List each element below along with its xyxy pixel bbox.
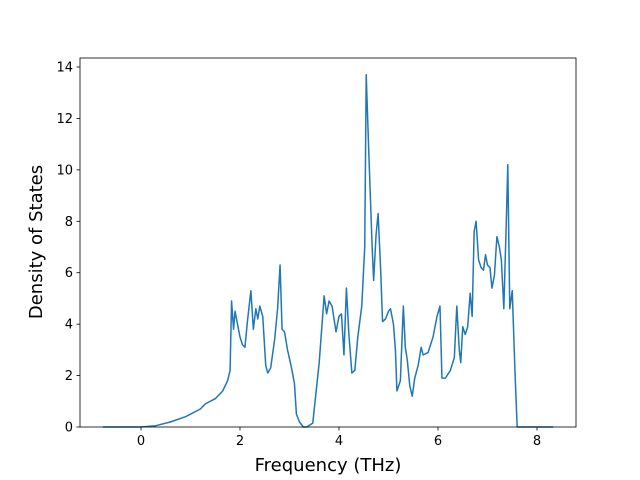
y-tick-label: 2 (65, 369, 73, 384)
plot-frame (79, 57, 577, 428)
y-tick-label: 12 (56, 112, 73, 127)
y-tick-label: 14 (56, 61, 73, 76)
x-tick-label: 2 (236, 434, 244, 449)
x-tick-label: 0 (137, 434, 145, 449)
dos-line (102, 73, 554, 428)
y-tick-label: 4 (65, 318, 73, 333)
x-tick-label: 4 (335, 434, 343, 449)
y-tick-label: 10 (56, 163, 73, 178)
y-tick-label: 8 (65, 215, 73, 230)
y-tick-label: 6 (65, 266, 73, 281)
y-tick-label: 0 (65, 421, 73, 436)
x-tick-label: 6 (434, 434, 442, 449)
x-axis-label: Frequency (THz) (255, 455, 402, 476)
y-axis-label: Density of States (26, 165, 47, 319)
x-tick-label: 8 (533, 434, 541, 449)
